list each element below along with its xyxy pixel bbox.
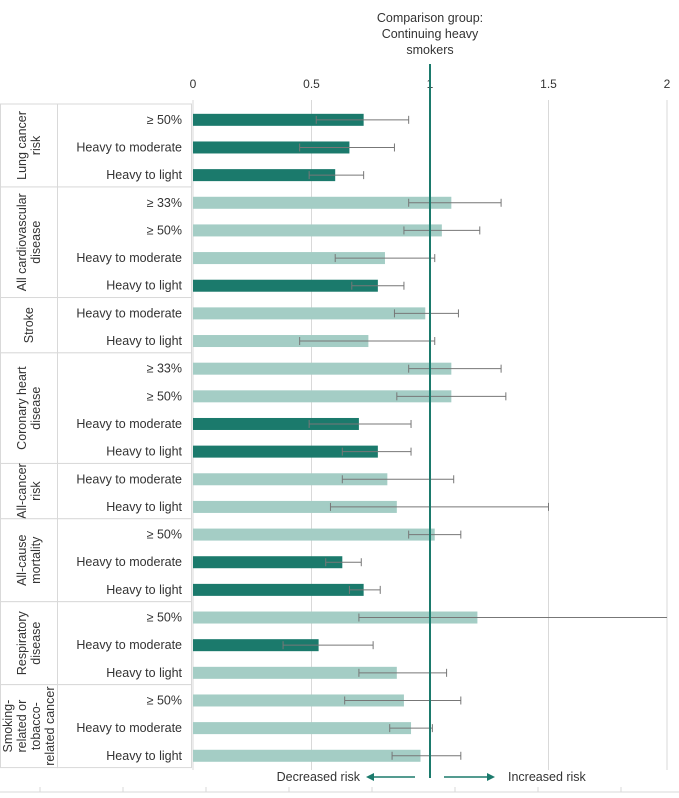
bar [193,252,385,265]
row-label: Heavy to light [106,666,182,680]
row-label: Heavy to moderate [76,140,182,154]
bar [193,666,397,679]
group-label: All-cause [15,534,29,585]
increased-arrow-icon [487,773,495,781]
bar [193,611,478,624]
group-label-cell [0,684,58,769]
row-label-cell [57,601,192,686]
x-tick-label: 2 [664,77,671,91]
row-label: Heavy to light [106,749,182,763]
bar [193,417,359,430]
group-label: Stroke [22,307,36,343]
group-label: risk [29,135,43,155]
row-label: ≥ 33% [147,362,182,376]
row-label: Heavy to light [106,334,182,348]
group-label: related cancer [43,687,57,766]
bar [193,113,364,126]
group-label: risk [29,481,43,501]
row-label: Heavy to light [106,445,182,459]
decreased-arrow-icon [366,773,374,781]
group-label-cell [0,352,58,464]
bar [193,694,404,707]
row-label: ≥ 50% [147,528,182,542]
row-label: ≥ 50% [147,113,182,127]
bar [193,556,343,569]
row-label-cell [57,518,192,603]
group-label: All-cancer [15,463,29,519]
row-label-cell [57,352,192,464]
group-label-cell [0,186,58,299]
group-label: tobacco- [29,702,43,750]
row-label: Heavy to light [106,583,182,597]
increased-risk-label: Increased risk [508,770,587,784]
group-label: Coronary heart [15,366,29,450]
bar [193,224,442,237]
group-label: Smoking- [1,700,15,753]
bar [193,390,452,403]
bar [193,722,412,735]
group-label: disease [29,622,43,665]
bar [193,196,452,209]
bar [193,445,378,458]
group-label: related or [15,700,29,753]
row-label: Heavy to light [106,500,182,514]
annotation-title-line: Continuing heavy [382,27,479,41]
group-label-cell [0,297,58,354]
group-label: mortality [29,536,43,584]
row-label: ≥ 50% [147,611,182,625]
row-label: ≥ 50% [147,223,182,237]
bar [193,528,435,541]
bar [193,169,336,182]
row-label: ≥ 33% [147,196,182,210]
row-label-cell [57,462,192,520]
group-label: disease [29,221,43,264]
row-label: Heavy to moderate [76,472,182,486]
bar [193,335,369,348]
bar [193,473,388,486]
group-label: All cardiovascular [15,193,29,291]
annotation-title-line: smokers [406,43,453,57]
group-label: Respiratory [15,610,29,675]
row-label: ≥ 50% [147,693,182,707]
row-label: Heavy to light [106,168,182,182]
decreased-risk-label: Decreased risk [277,770,361,784]
bar [193,583,364,596]
group-label: Lung cancer [15,111,29,180]
row-label: Heavy to moderate [76,306,182,320]
row-label: Heavy to moderate [76,555,182,569]
x-tick-label: 0 [190,77,197,91]
row-label-cell [57,684,192,769]
x-tick-label: 0.5 [303,77,320,91]
bar [193,639,319,652]
group-label: disease [29,387,43,430]
row-label: ≥ 50% [147,389,182,403]
row-label: Heavy to moderate [76,251,182,265]
row-label: Heavy to moderate [76,721,182,735]
bar [193,362,452,375]
bar [193,307,426,320]
bar [193,500,397,513]
row-label: Heavy to moderate [76,638,182,652]
bar [193,749,421,762]
row-label: Heavy to moderate [76,417,182,431]
x-tick-label: 1.5 [540,77,557,91]
bar [193,141,350,154]
row-label-cell [57,186,192,299]
group-label-cell [0,601,58,686]
annotation-title-line: Comparison group: [377,11,483,25]
bar [193,279,378,292]
row-label: Heavy to light [106,279,182,293]
